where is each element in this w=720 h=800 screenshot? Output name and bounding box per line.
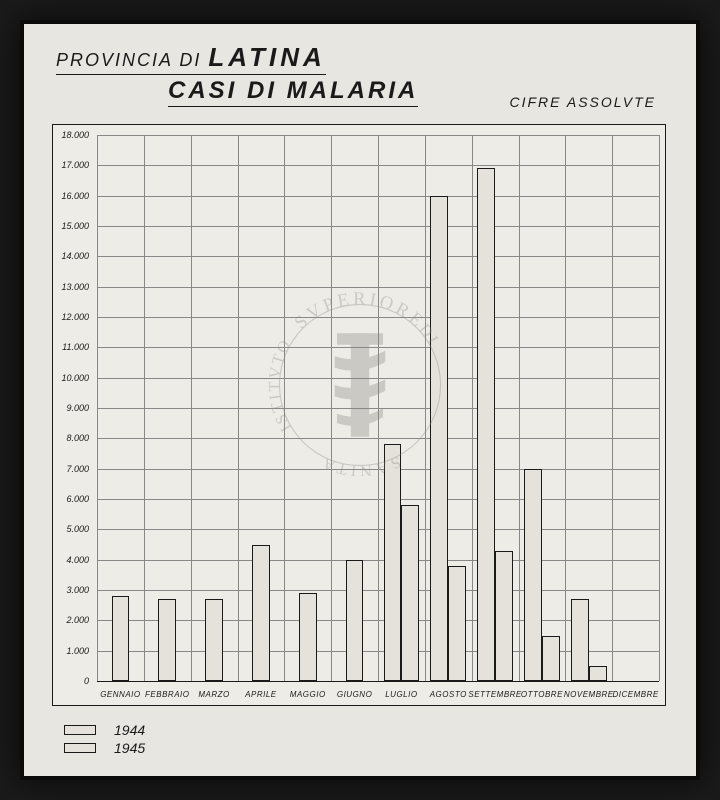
bar-1945-maggio [299, 593, 317, 681]
legend-swatch [64, 743, 96, 753]
gridline-v [191, 135, 192, 681]
gridline-v [144, 135, 145, 681]
xtick-label: GENNAIO [100, 690, 140, 699]
bar-1944-settembre [477, 168, 495, 681]
ytick-label: 6.000 [53, 494, 93, 504]
bar-1945-settembre [495, 551, 513, 681]
legend-label: 1945 [114, 740, 145, 756]
chart-inner: 01.0002.0003.0004.0005.0006.0007.0008.00… [97, 135, 659, 681]
xtick-label: APRILE [245, 690, 276, 699]
xtick-label: SETTEMBRE [468, 690, 521, 699]
gridline-v [472, 135, 473, 681]
gridline-v [659, 135, 660, 681]
ytick-label: 11.000 [53, 342, 93, 352]
bar-1945-agosto [448, 566, 466, 681]
gridline-v [612, 135, 613, 681]
legend: 1944 1945 [64, 722, 145, 758]
ytick-label: 7.000 [53, 464, 93, 474]
photo-frame: PROVINCIA DI LATINA CASI DI MALARIA CIFR… [20, 20, 700, 780]
ytick-label: 15.000 [53, 221, 93, 231]
bar-1945-ottobre [542, 636, 560, 682]
xtick-label: LUGLIO [385, 690, 417, 699]
bar-1944-novembre [571, 599, 589, 681]
ytick-label: 4.000 [53, 555, 93, 565]
ytick-label: 0 [53, 676, 93, 686]
title-pre: PROVINCIA DI [56, 50, 208, 70]
chart-box: 0 1.000 2.000 3.000 4.000 5.000 6.000 7.000 8.00… [52, 124, 666, 706]
gridline-v [565, 135, 566, 681]
baseline [97, 681, 659, 682]
bar-1944-luglio [384, 444, 402, 681]
xtick-label: DICEMBRE [612, 690, 658, 699]
gridline-v [331, 135, 332, 681]
ytick-label: 8.000 [53, 433, 93, 443]
ytick-label: 17.000 [53, 160, 93, 170]
gridline-v [238, 135, 239, 681]
gridline-v [97, 135, 98, 681]
ytick-label: 2.000 [53, 615, 93, 625]
gridline-v [425, 135, 426, 681]
title-line2: CASI DI MALARIA [168, 77, 418, 107]
bar-1945-gennaio [112, 596, 130, 681]
ytick-label: 10.000 [53, 373, 93, 383]
legend-swatch [64, 725, 96, 735]
xtick-label: MARZO [198, 690, 229, 699]
ytick-label: 14.000 [53, 251, 93, 261]
ytick-label: 18.000 [53, 130, 93, 140]
ytick-label: 1.000 [53, 646, 93, 656]
gridline-v [519, 135, 520, 681]
bar-1945-novembre [589, 666, 607, 681]
xtick-label: FEBBRAIO [145, 690, 189, 699]
ytick-label: 5.000 [53, 524, 93, 534]
bar-1944-ottobre [524, 469, 542, 681]
ytick-label: 12.000 [53, 312, 93, 322]
xtick-label: AGOSTO [430, 690, 467, 699]
title-main: LATINA [208, 42, 325, 72]
bar-1944-giugno [346, 560, 364, 681]
bar-1945-marzo [205, 599, 223, 681]
ytick-label: 13.000 [53, 282, 93, 292]
ytick-label: 3.000 [53, 585, 93, 595]
bar-1944-agosto [430, 196, 448, 681]
gridline-v [284, 135, 285, 681]
legend-label: 1944 [114, 722, 145, 738]
ytick-label: 16.000 [53, 191, 93, 201]
subtitle: CIFRE ASSOLVTE [509, 94, 656, 110]
title-line1: PROVINCIA DI LATINA [56, 42, 326, 75]
bar-1945-luglio [401, 505, 419, 681]
xtick-label: MAGGIO [290, 690, 326, 699]
xtick-label: NOVEMBRE [564, 690, 614, 699]
bar-1945-aprile [252, 545, 270, 682]
ytick-label: 9.000 [53, 403, 93, 413]
xtick-label: OTTOBRE [521, 690, 563, 699]
bar-1945-febbraio [158, 599, 176, 681]
xtick-label: GIUGNO [337, 690, 372, 699]
legend-row: 1945 [64, 740, 145, 756]
legend-row: 1944 [64, 722, 145, 738]
gridline-v [378, 135, 379, 681]
